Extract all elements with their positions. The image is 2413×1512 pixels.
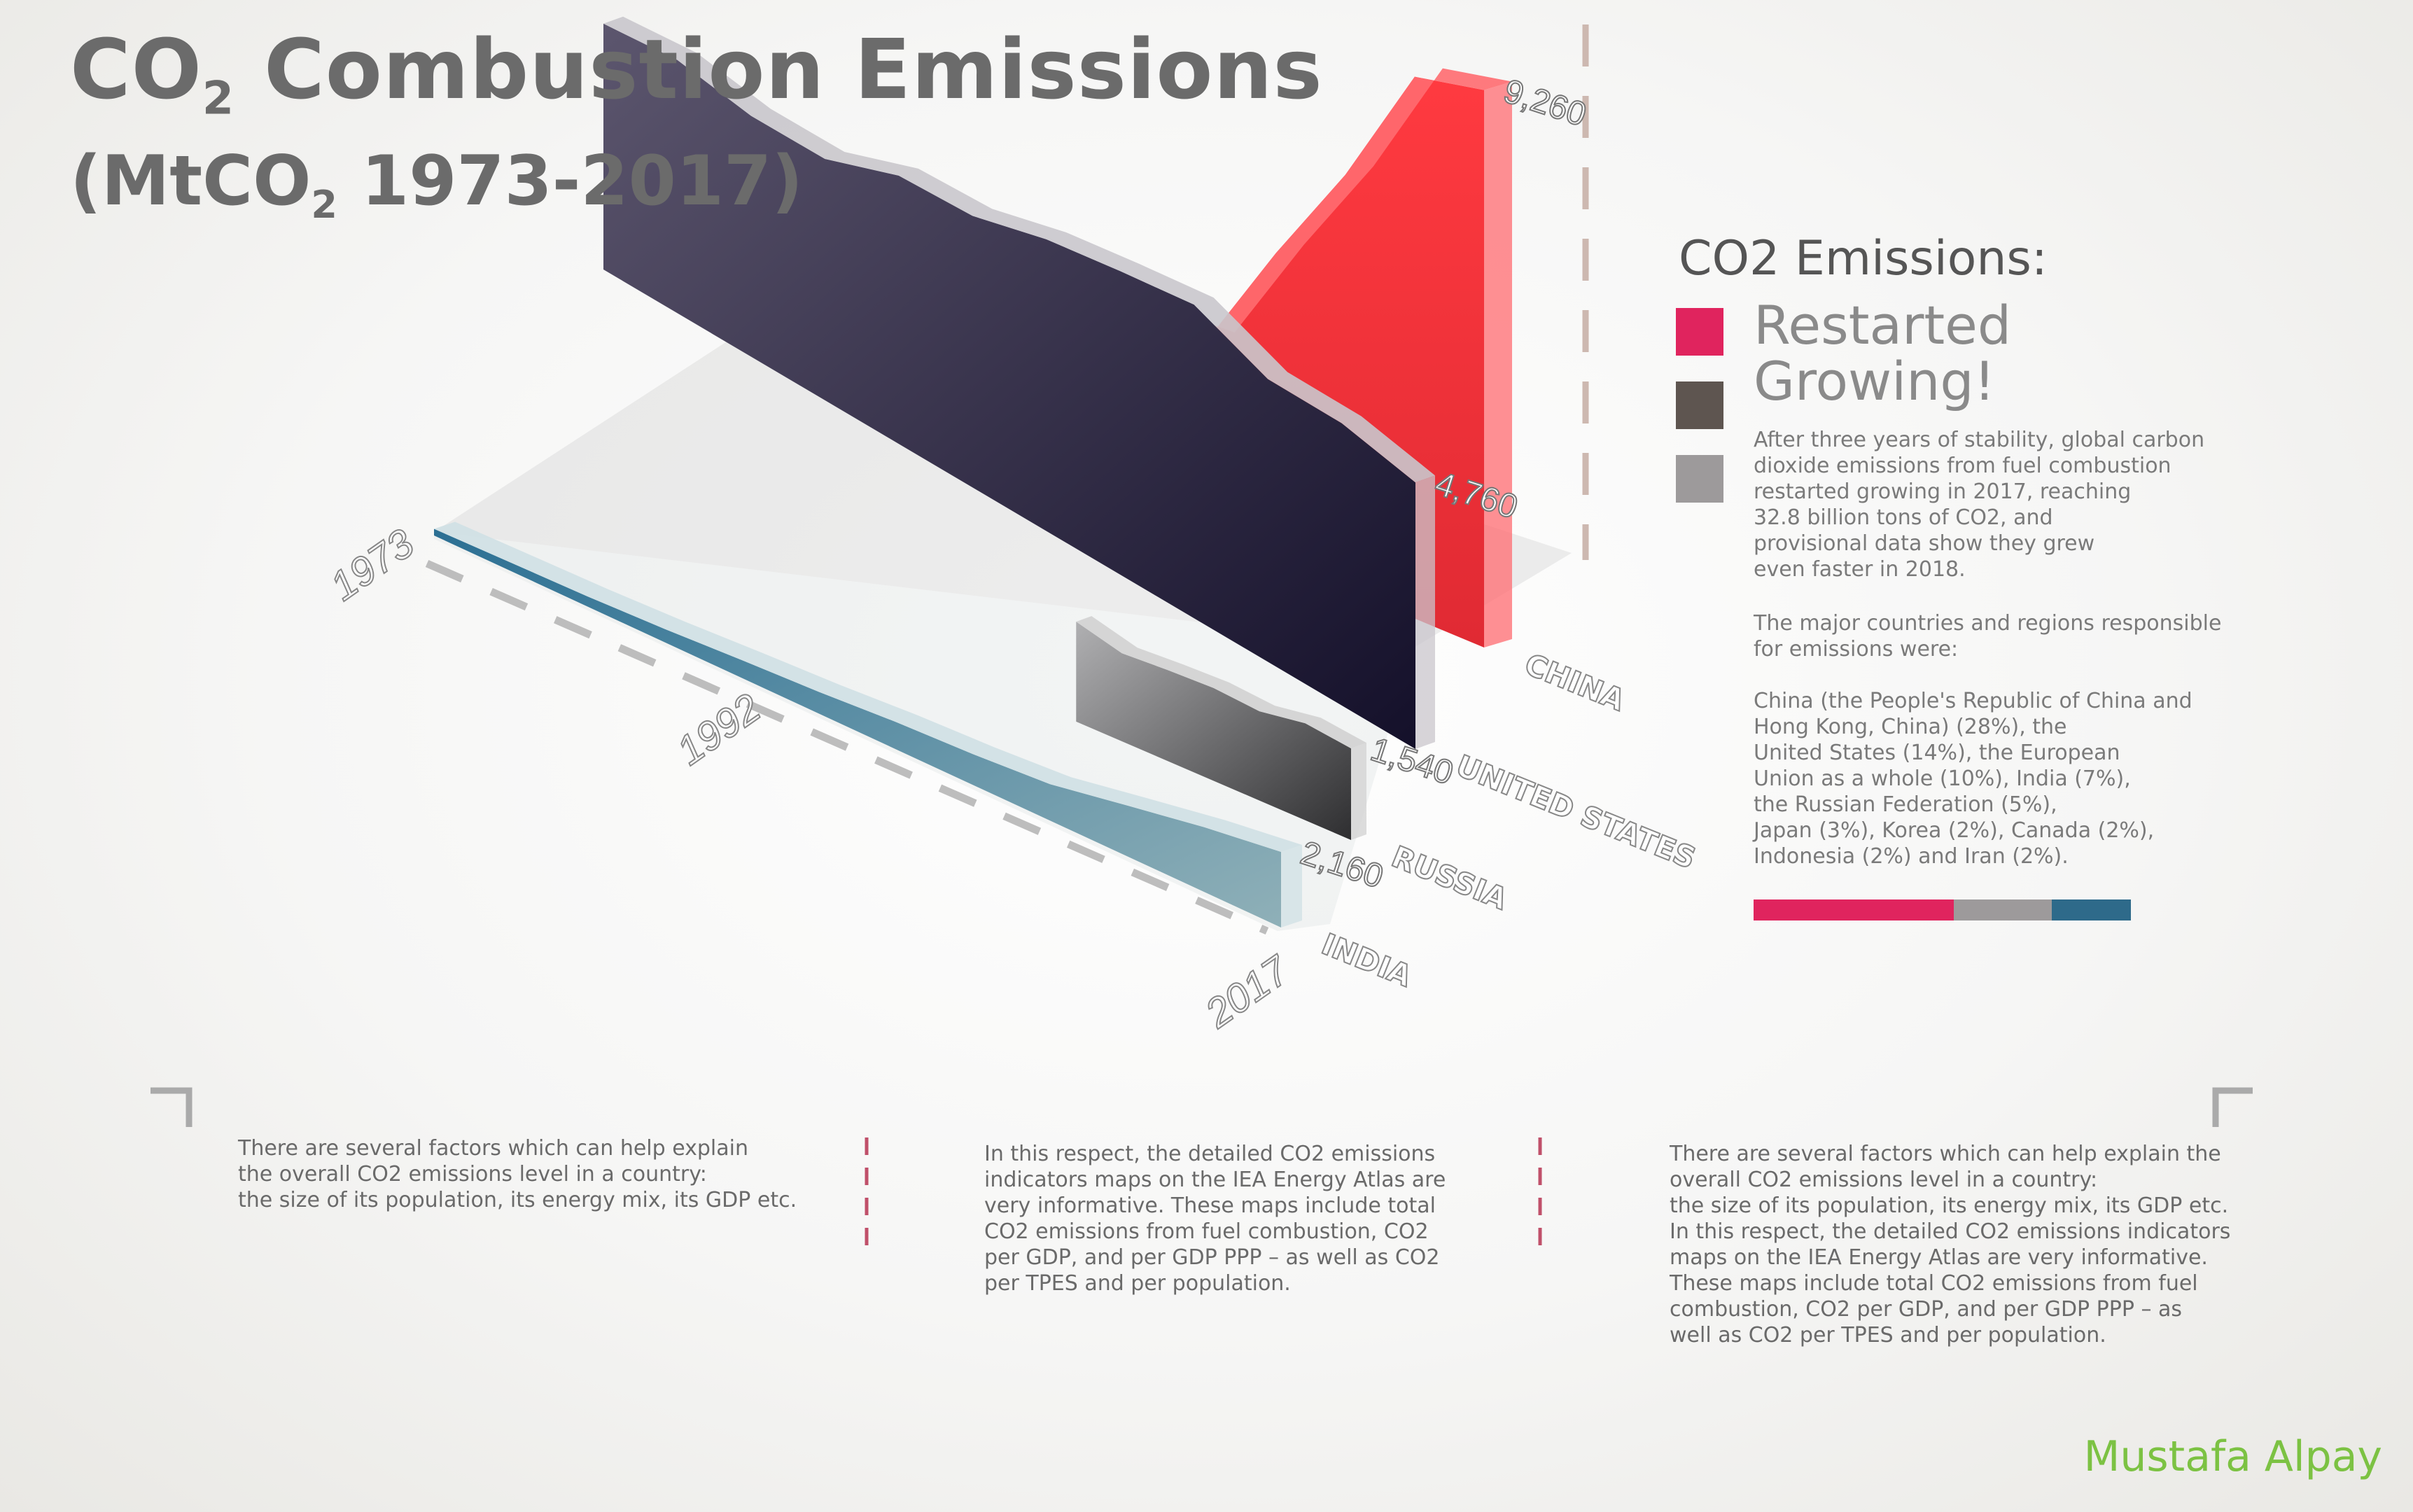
series-area-russia — [1076, 622, 1351, 840]
year-tick-label: 1973 — [322, 520, 422, 609]
panel-paragraph-1: After three years of stability, global c… — [1754, 428, 2205, 582]
series-endcap-china — [1484, 81, 1512, 648]
series-endcap-russia — [1351, 743, 1366, 840]
series-endcap-india — [1281, 845, 1302, 927]
year-tick-label: 2017 — [1196, 946, 1299, 1037]
end-value-label: 9,260 — [1499, 73, 1591, 134]
page-subtitle: (MtCO2 1973-2017) — [70, 141, 803, 227]
country-label: CHINA — [1520, 647, 1630, 718]
author-credit: Mustafa Alpay — [2083, 1432, 2382, 1481]
country-label: RUSSIA — [1387, 839, 1512, 916]
legend-swatch-grey — [1676, 455, 1723, 503]
country-label: UNITED STATES — [1451, 748, 1700, 876]
restarted-growing-text: Restarted Growing! — [1754, 294, 2012, 412]
panel-paragraph-2: The major countries and regions responsi… — [1754, 611, 2222, 662]
share-bar-segment — [1954, 899, 2052, 920]
series-area-united-states — [603, 23, 1415, 749]
series-area-india — [434, 528, 1281, 927]
bottom-text-3: There are several factors which can help… — [1670, 1142, 2231, 1348]
series-rim-india — [434, 522, 1302, 852]
country-label: INDIA — [1317, 927, 1417, 994]
share-bar-segment — [2052, 899, 2131, 920]
panel-paragraph-3: China (the People's Republic of China an… — [1754, 689, 2192, 869]
series-rim-united-states — [603, 16, 1435, 483]
series-rim-russia — [1076, 616, 1366, 749]
series-endcap-united-states — [1415, 475, 1435, 749]
page-title: CO2 Combustion Emissions — [70, 21, 1323, 125]
year-axis — [425, 559, 1269, 935]
share-bar-segment — [1754, 899, 1954, 920]
legend-swatch-brown — [1676, 382, 1723, 429]
panel-heading: CO2 Emissions: — [1679, 231, 2048, 286]
year-tick-label: 1992 — [669, 685, 769, 774]
bottom-text-2: In this respect, the detailed CO2 emissi… — [984, 1142, 1446, 1296]
legend-swatch-red — [1676, 308, 1723, 356]
bottom-text-1: There are several factors which can help… — [238, 1136, 797, 1212]
